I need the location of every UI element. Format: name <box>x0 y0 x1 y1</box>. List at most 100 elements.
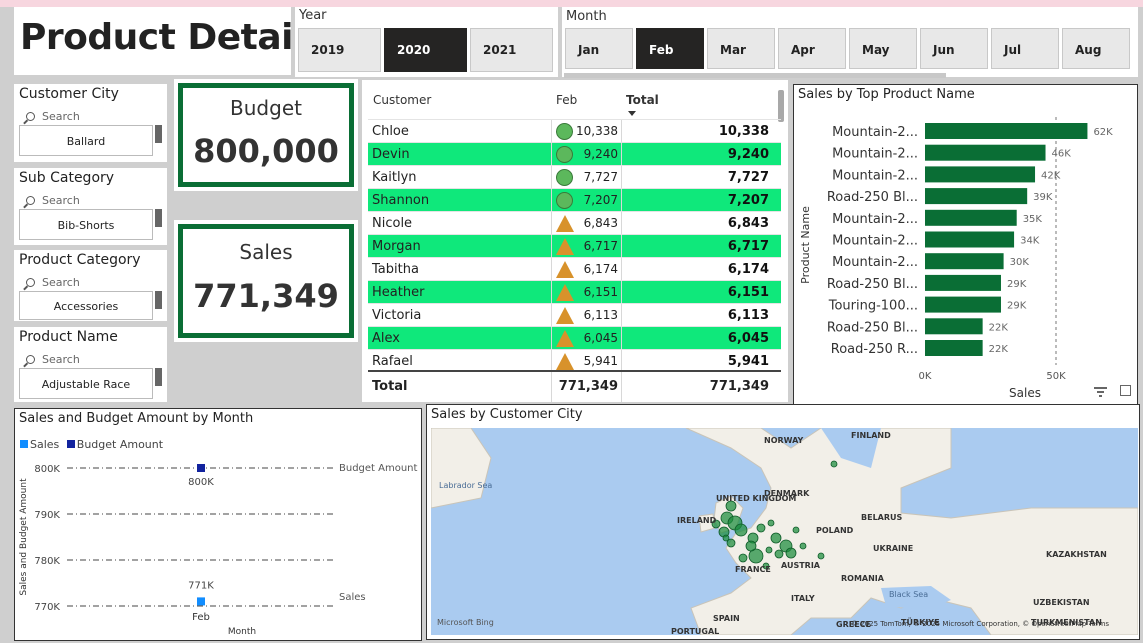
city-bubble[interactable] <box>745 540 757 552</box>
city-bubble[interactable] <box>817 552 825 560</box>
triangle-warning-icon <box>556 215 574 232</box>
triangle-warning-icon <box>556 261 574 278</box>
bar-data-label: 22K <box>989 344 1009 355</box>
bar-category-label: Mountain-2... <box>832 234 918 249</box>
city-bubble[interactable] <box>830 460 838 468</box>
customer-city-dropdown[interactable]: Ballard <box>19 125 153 156</box>
legend-sales[interactable]: Sales <box>30 438 60 451</box>
bar[interactable] <box>925 166 1036 183</box>
bar[interactable] <box>925 144 1046 161</box>
city-bubble[interactable] <box>792 526 800 534</box>
sub-category-dropdown[interactable]: Bib-Shorts <box>19 209 153 240</box>
column-header-customer[interactable]: Customer <box>373 93 432 107</box>
table-row[interactable]: Nicole 6,843 6,843 <box>368 211 781 235</box>
city-bubble[interactable] <box>725 500 737 512</box>
month-tile-aug[interactable]: Aug <box>1062 28 1130 69</box>
circle-indicator-icon <box>556 169 573 186</box>
city-bubble[interactable] <box>799 542 807 550</box>
top-products-bar-chart: Sales by Top Product Name 62K Mountain-2.… <box>793 84 1138 405</box>
table-row[interactable]: Rafael 5,941 5,941 <box>368 349 781 373</box>
city-bubble[interactable] <box>722 534 730 542</box>
table-row[interactable]: Chloe 10,338 10,338 <box>368 119 781 143</box>
customer-city-search[interactable]: Search <box>26 110 80 123</box>
city-bubble[interactable] <box>770 532 782 544</box>
product-name-search[interactable]: Search <box>26 353 80 366</box>
product-category-search[interactable]: Search <box>26 276 80 289</box>
bar[interactable] <box>925 188 1028 205</box>
triangle-warning-icon <box>556 238 574 255</box>
column-header-feb[interactable]: Feb <box>556 93 578 107</box>
city-bubble[interactable] <box>765 546 773 554</box>
column-header-total[interactable]: Total <box>626 93 659 107</box>
cell-feb: 6,113 <box>583 308 618 322</box>
bar-category-label: Mountain-2... <box>832 255 918 270</box>
product-name-scrollbar[interactable] <box>155 368 162 386</box>
customer-city-scrollbar[interactable] <box>155 125 162 143</box>
map-place-label: Black Sea <box>889 590 929 599</box>
map-place-label: FRANCE <box>735 565 771 574</box>
city-bubble[interactable] <box>785 547 797 559</box>
map-canvas[interactable]: NORWAY FINLAND Labrador Sea UNITED KINGDOM D… <box>431 428 1138 635</box>
cell-customer: Devin <box>372 147 410 162</box>
product-category-dropdown[interactable]: Accessories <box>19 291 153 320</box>
sub-category-scrollbar[interactable] <box>155 209 162 227</box>
table-scrollbar[interactable] <box>778 90 784 122</box>
bar[interactable] <box>925 231 1015 248</box>
month-tile-apr[interactable]: Apr <box>778 28 846 69</box>
city-bubble[interactable] <box>734 523 748 537</box>
bar[interactable] <box>925 274 1001 291</box>
data-point-budget[interactable] <box>197 464 205 472</box>
table-row[interactable]: Alex 6,045 6,045 <box>368 326 781 350</box>
month-tile-jan[interactable]: Jan <box>565 28 633 69</box>
bar[interactable] <box>925 253 1004 270</box>
bar[interactable] <box>925 123 1088 139</box>
month-tile-feb[interactable]: Feb <box>636 28 704 69</box>
month-tile-jun[interactable]: Jun <box>920 28 988 69</box>
bar[interactable] <box>925 340 983 356</box>
city-bubble[interactable] <box>738 553 748 563</box>
city-bubble[interactable] <box>711 519 721 529</box>
bar[interactable] <box>925 296 1001 313</box>
product-category-scrollbar[interactable] <box>155 291 162 309</box>
cell-total: 9,240 <box>727 147 769 162</box>
map-attribution[interactable]: © 2025 TomTom, © 2025 Microsoft Corporat… <box>851 620 1110 628</box>
city-bubble[interactable] <box>762 562 770 570</box>
table-row[interactable]: Devin 9,240 9,240 <box>368 142 781 166</box>
table-row[interactable]: Shannon 7,207 7,207 <box>368 188 781 212</box>
year-tile-2019[interactable]: 2019 <box>298 28 381 72</box>
city-bubble[interactable] <box>726 538 736 548</box>
filter-icon[interactable] <box>1094 386 1107 397</box>
month-tile-jul[interactable]: Jul <box>991 28 1059 69</box>
city-bubble[interactable] <box>748 548 764 564</box>
city-bubble[interactable] <box>756 523 766 533</box>
bar[interactable] <box>925 209 1017 226</box>
table-row[interactable]: Heather 6,151 6,151 <box>368 280 781 304</box>
map-place-label: TÜRKIYE <box>901 618 940 627</box>
year-tile-2020[interactable]: 2020 <box>384 28 467 72</box>
city-bubble[interactable] <box>767 519 775 527</box>
cell-feb: 7,727 <box>583 170 618 184</box>
table-row[interactable]: Tabitha 6,174 6,174 <box>368 257 781 281</box>
map-place-label: TURKMENISTAN <box>1031 618 1102 627</box>
month-tile-may[interactable]: May <box>849 28 917 69</box>
circle-indicator-icon <box>556 146 573 163</box>
sub-category-search[interactable]: Search <box>26 194 80 207</box>
search-icon <box>26 112 35 121</box>
month-slicer-scrollbar[interactable] <box>564 73 946 78</box>
year-tile-2021[interactable]: 2021 <box>470 28 553 72</box>
legend-budget[interactable]: Budget Amount <box>76 438 164 451</box>
cell-feb: 9,240 <box>583 147 618 161</box>
table-row[interactable]: Kaitlyn 7,727 7,727 <box>368 165 781 189</box>
table-row[interactable]: Victoria 6,113 6,113 <box>368 303 781 327</box>
city-bubble[interactable] <box>774 549 784 559</box>
data-label: 800K <box>188 477 214 488</box>
focus-mode-icon[interactable] <box>1120 385 1131 396</box>
month-tile-mar[interactable]: Mar <box>707 28 775 69</box>
table-total-row: Total 771,349 771,349 <box>368 370 781 402</box>
product-name-dropdown[interactable]: Adjustable Race <box>19 368 153 399</box>
bar[interactable] <box>925 318 983 335</box>
table-row[interactable]: Morgan 6,717 6,717 <box>368 234 781 258</box>
data-point-sales[interactable] <box>197 597 205 606</box>
reference-line-label-sales: Sales <box>339 592 366 603</box>
cell-total: 6,174 <box>727 262 769 277</box>
